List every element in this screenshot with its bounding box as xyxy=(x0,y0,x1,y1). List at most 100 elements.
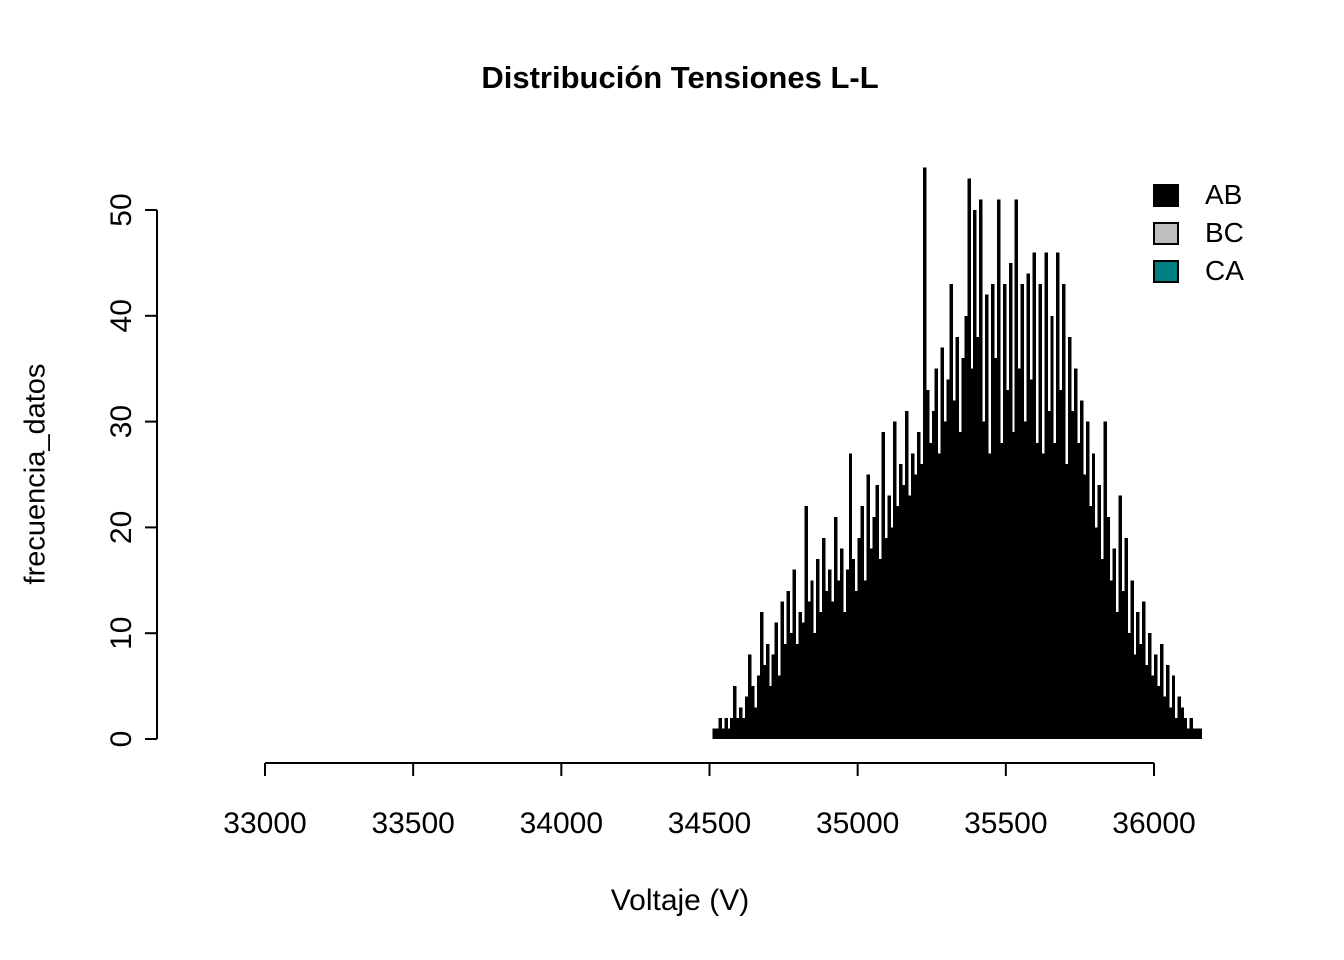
histogram-bar xyxy=(964,315,968,739)
histogram-bar xyxy=(822,537,826,739)
histogram-bar xyxy=(1005,389,1010,739)
legend-item-bc: BC xyxy=(1153,214,1244,252)
histogram-bar xyxy=(1183,717,1188,739)
histogram-bar xyxy=(1186,728,1191,739)
histogram-bar xyxy=(973,210,977,739)
y-axis-tick-label: 30 xyxy=(105,405,138,438)
histogram-bar xyxy=(913,474,918,739)
histogram-bar xyxy=(733,686,737,739)
histogram-bar xyxy=(804,506,808,739)
histogram-bar xyxy=(816,559,820,739)
histogram-bar xyxy=(845,569,850,739)
histogram-bar xyxy=(1020,284,1025,739)
histogram-bar xyxy=(1044,252,1048,739)
histogram-bar xyxy=(1100,559,1105,739)
histogram-bar xyxy=(1118,495,1122,739)
histogram-bar xyxy=(759,612,764,739)
histogram-bar xyxy=(916,432,921,739)
histogram-bar xyxy=(848,453,853,739)
histogram-bar xyxy=(970,368,974,739)
histogram-bar xyxy=(967,178,971,739)
histogram-bar xyxy=(1008,262,1013,739)
histogram-bar xyxy=(976,336,980,739)
histogram-bar xyxy=(1136,612,1140,739)
histogram-bar xyxy=(1076,442,1081,739)
histogram-bar xyxy=(742,717,746,739)
histogram-bar xyxy=(825,590,829,739)
histogram-bar xyxy=(1026,273,1031,739)
histogram-bar xyxy=(1097,485,1102,739)
histogram-bar xyxy=(1174,717,1179,739)
histogram-bar xyxy=(1124,537,1128,739)
histogram-bar xyxy=(1151,675,1155,739)
histogram-bar xyxy=(1073,368,1078,739)
histogram-bar xyxy=(1017,368,1022,739)
histogram-bar xyxy=(1162,696,1167,739)
legend-item-ab: AB xyxy=(1153,176,1244,214)
histogram-bar xyxy=(1106,516,1111,739)
histogram-bar xyxy=(1088,506,1093,739)
histogram-bar xyxy=(1056,252,1060,739)
histogram-bar xyxy=(783,643,788,739)
histogram-bar xyxy=(750,686,755,739)
histogram-bar xyxy=(715,728,719,739)
histogram-bar xyxy=(857,537,862,739)
histogram-bar xyxy=(1195,728,1199,739)
histogram-bar xyxy=(928,442,933,739)
histogram-bar xyxy=(712,728,716,739)
histogram-bar xyxy=(872,516,876,739)
histogram-bar xyxy=(1133,654,1137,739)
histogram-bar xyxy=(955,336,959,739)
y-axis-tick-label: 10 xyxy=(105,617,138,650)
histogram-bar xyxy=(875,485,879,739)
histogram-bar xyxy=(996,199,1001,740)
x-axis-tick-label: 34000 xyxy=(520,807,603,840)
histogram-bar xyxy=(748,654,752,739)
histogram-bar xyxy=(753,707,758,739)
histogram-bar xyxy=(949,284,953,739)
histogram-bar xyxy=(727,728,731,739)
histogram-bar xyxy=(842,612,847,739)
histogram-bar xyxy=(1082,474,1087,739)
histogram-bar xyxy=(979,199,983,740)
histogram-bar xyxy=(946,379,951,739)
legend-swatch-bc xyxy=(1153,221,1179,245)
histogram-bar xyxy=(922,167,927,739)
histogram-bar xyxy=(1029,379,1033,739)
histogram-bar xyxy=(1014,199,1019,740)
histogram-bar xyxy=(999,442,1004,739)
histogram-bar xyxy=(1192,728,1196,739)
x-axis-tick-label: 35500 xyxy=(964,807,1047,840)
histogram-bar xyxy=(1177,696,1182,739)
histogram-bar xyxy=(1050,315,1054,739)
histogram-bar xyxy=(730,717,734,739)
histogram-bar xyxy=(786,590,791,739)
x-axis-tick-label: 35000 xyxy=(816,807,899,840)
histogram-bar xyxy=(1038,284,1042,739)
histogram-bar xyxy=(774,622,779,739)
histogram-bar xyxy=(765,643,770,739)
histogram-bar xyxy=(721,728,725,739)
histogram-bar xyxy=(911,453,915,739)
histogram-bar xyxy=(899,463,903,739)
histogram-bar xyxy=(869,548,873,739)
legend-label-ca: CA xyxy=(1205,255,1244,286)
histogram-bar xyxy=(724,717,728,739)
histogram-bar xyxy=(1085,421,1090,739)
histogram-bar xyxy=(1139,643,1143,739)
histogram-bar xyxy=(931,411,936,739)
histogram-bar xyxy=(1062,284,1066,739)
histogram-bar xyxy=(1168,707,1173,739)
histogram-bar xyxy=(1065,463,1069,739)
histogram-bar xyxy=(993,358,998,739)
histogram-bar xyxy=(1121,590,1125,739)
histogram-bar xyxy=(789,633,793,739)
histogram-bar xyxy=(919,463,924,739)
histogram-bar xyxy=(851,559,856,739)
histogram-bar xyxy=(1142,601,1146,739)
histogram-bar xyxy=(943,421,948,739)
x-axis-tick-label: 34500 xyxy=(668,807,751,840)
histogram-bar xyxy=(854,590,859,739)
histogram-bar xyxy=(925,389,930,739)
